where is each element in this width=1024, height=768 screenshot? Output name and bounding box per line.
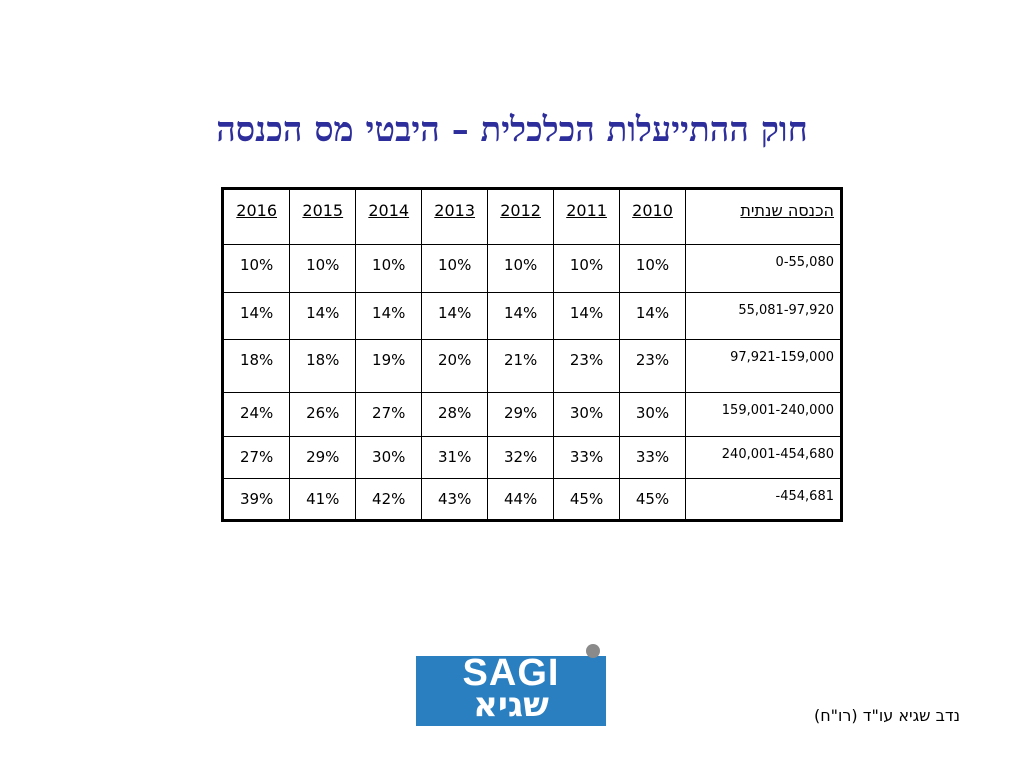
rate-cell: 23% bbox=[553, 339, 621, 393]
logo-box bbox=[416, 656, 606, 726]
logo-dot bbox=[586, 644, 600, 658]
rate-cell: 43% bbox=[421, 478, 489, 521]
year-column-header: 2013 bbox=[421, 188, 489, 245]
rate-cell: 26% bbox=[289, 392, 357, 437]
rate-cell: 14% bbox=[553, 292, 621, 340]
rate-cell: 29% bbox=[487, 392, 555, 437]
year-column-header: 2015 bbox=[289, 188, 357, 245]
rate-cell: 14% bbox=[487, 292, 555, 340]
rate-cell: 29% bbox=[289, 436, 357, 479]
rate-cell: 10% bbox=[221, 244, 291, 293]
logo-hebrew-text: שגיא bbox=[473, 685, 549, 725]
tax-rates-table: הכנסה שנתית 2010 2011 2012 2013 2014 201… bbox=[221, 187, 843, 522]
slide-title: חוק ההתייעלות הכלכלית – היבטי מס הכנסה bbox=[216, 110, 808, 150]
income-bracket-cell: 240,001-454,680 bbox=[685, 436, 842, 479]
table-header-row: הכנסה שנתית 2010 2011 2012 2013 2014 201… bbox=[221, 188, 842, 245]
rate-cell: 14% bbox=[289, 292, 357, 340]
rate-cell: 27% bbox=[221, 436, 291, 479]
income-bracket-cell: 0-55,080 bbox=[685, 244, 842, 293]
table-row: -454,681 45% 45% 44% 43% 42% 41% 39% bbox=[221, 478, 842, 521]
sagi-logo: SAGI שגיא bbox=[416, 644, 606, 726]
table-row: 0-55,080 10% 10% 10% 10% 10% 10% 10% bbox=[221, 244, 842, 293]
rate-cell: 10% bbox=[289, 244, 357, 293]
rate-cell: 20% bbox=[421, 339, 489, 393]
rate-cell: 10% bbox=[421, 244, 489, 293]
year-column-header: 2016 bbox=[221, 188, 291, 245]
rate-cell: 45% bbox=[553, 478, 621, 521]
rate-cell: 21% bbox=[487, 339, 555, 393]
table-row: 159,001-240,000 30% 30% 29% 28% 27% 26% … bbox=[221, 392, 842, 437]
rate-cell: 10% bbox=[553, 244, 621, 293]
rate-cell: 42% bbox=[355, 478, 423, 521]
income-bracket-cell: 55,081-97,920 bbox=[685, 292, 842, 340]
rate-cell: 45% bbox=[619, 478, 686, 521]
income-column-header: הכנסה שנתית bbox=[685, 188, 842, 245]
year-column-header: 2014 bbox=[355, 188, 423, 245]
rate-cell: 30% bbox=[553, 392, 621, 437]
author-credit: נדב שגיא עו"ד (רו"ח) bbox=[813, 706, 960, 725]
rate-cell: 23% bbox=[619, 339, 686, 393]
rate-cell: 14% bbox=[619, 292, 686, 340]
rate-cell: 41% bbox=[289, 478, 357, 521]
rate-cell: 14% bbox=[355, 292, 423, 340]
rate-cell: 44% bbox=[487, 478, 555, 521]
rate-cell: 18% bbox=[289, 339, 357, 393]
rate-cell: 30% bbox=[619, 392, 686, 437]
table-row: 97,921-159,000 23% 23% 21% 20% 19% 18% 1… bbox=[221, 339, 842, 393]
rate-cell: 33% bbox=[553, 436, 621, 479]
rate-cell: 24% bbox=[221, 392, 291, 437]
logo-latin-text: SAGI bbox=[462, 652, 560, 694]
table-row: 240,001-454,680 33% 33% 32% 31% 30% 29% … bbox=[221, 436, 842, 479]
income-bracket-cell: 159,001-240,000 bbox=[685, 392, 842, 437]
rate-cell: 33% bbox=[619, 436, 686, 479]
rate-cell: 18% bbox=[221, 339, 291, 393]
rate-cell: 10% bbox=[355, 244, 423, 293]
year-column-header: 2010 bbox=[619, 188, 686, 245]
rate-cell: 39% bbox=[221, 478, 291, 521]
income-bracket-cell: -454,681 bbox=[685, 478, 842, 521]
rate-cell: 10% bbox=[487, 244, 555, 293]
table-row: 55,081-97,920 14% 14% 14% 14% 14% 14% 14… bbox=[221, 292, 842, 340]
rate-cell: 14% bbox=[421, 292, 489, 340]
rate-cell: 32% bbox=[487, 436, 555, 479]
year-column-header: 2012 bbox=[487, 188, 555, 245]
rate-cell: 27% bbox=[355, 392, 423, 437]
rate-cell: 31% bbox=[421, 436, 489, 479]
income-bracket-cell: 97,921-159,000 bbox=[685, 339, 842, 393]
rate-cell: 30% bbox=[355, 436, 423, 479]
rate-cell: 19% bbox=[355, 339, 423, 393]
rate-cell: 28% bbox=[421, 392, 489, 437]
rate-cell: 14% bbox=[221, 292, 291, 340]
rate-cell: 10% bbox=[619, 244, 686, 293]
year-column-header: 2011 bbox=[553, 188, 621, 245]
